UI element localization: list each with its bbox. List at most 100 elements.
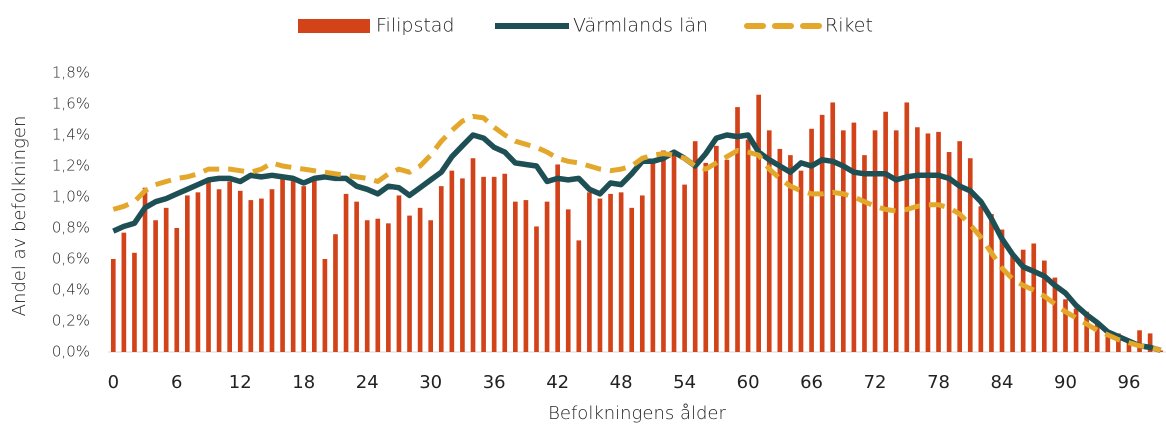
bar — [407, 215, 412, 352]
x-axis-title: Befolkningens ålder — [548, 403, 726, 424]
x-tick-label: 78 — [927, 372, 950, 393]
bar — [301, 186, 307, 352]
bar — [470, 158, 476, 352]
bar — [756, 94, 761, 352]
bar — [523, 200, 529, 352]
x-tick-label: 54 — [673, 372, 696, 393]
bar — [608, 193, 613, 352]
bar — [428, 220, 434, 352]
bar — [269, 189, 275, 352]
legend-swatch — [298, 19, 370, 33]
x-tick-label: 18 — [292, 372, 315, 393]
bar — [798, 170, 804, 352]
bar — [343, 193, 349, 352]
bar — [460, 178, 465, 352]
x-tick-label: 0 — [108, 372, 119, 393]
bar — [735, 107, 740, 352]
bar — [216, 189, 222, 352]
bar — [534, 226, 539, 352]
bar — [661, 150, 666, 352]
bar — [174, 228, 180, 352]
bar — [153, 220, 158, 352]
bar — [1031, 243, 1037, 352]
y-tick-label: 0,2% — [52, 312, 90, 330]
x-tick-label: 84 — [991, 372, 1014, 393]
bar — [354, 201, 359, 352]
bar — [248, 200, 254, 352]
line — [112, 113, 1162, 353]
x-tick-label: 96 — [1118, 372, 1141, 393]
bar — [999, 229, 1005, 352]
bar — [576, 240, 582, 352]
x-tick-label: 60 — [737, 372, 760, 393]
bar — [1147, 333, 1153, 352]
bar — [280, 175, 285, 352]
bar — [925, 133, 931, 352]
bar — [290, 178, 296, 352]
y-tick-label: 1,2% — [52, 157, 90, 175]
bar — [809, 128, 814, 352]
bar — [788, 155, 793, 352]
bar — [957, 141, 963, 352]
x-tick-label: 12 — [229, 372, 252, 393]
bar — [904, 102, 910, 352]
x-tick-label: 90 — [1054, 372, 1077, 393]
y-tick-label: 1,4% — [52, 126, 90, 144]
bar — [682, 184, 687, 352]
bar — [766, 130, 772, 352]
bar — [1084, 311, 1089, 352]
bar — [862, 155, 867, 352]
bar — [110, 259, 116, 352]
x-tick-label: 48 — [610, 372, 633, 393]
bar — [565, 209, 571, 352]
bar — [259, 198, 264, 352]
bar — [724, 159, 730, 352]
y-axis-title: Andel av befolkningen — [9, 116, 30, 317]
bar — [386, 223, 391, 352]
bar — [311, 178, 317, 352]
bar — [703, 162, 709, 352]
bar — [946, 152, 952, 352]
bar — [1052, 277, 1058, 352]
x-tick-label: 6 — [171, 372, 182, 393]
bar — [893, 130, 899, 352]
bar — [629, 207, 635, 352]
legend-label: Riket — [825, 15, 873, 37]
bar — [777, 148, 783, 352]
x-tick-label: 36 — [483, 372, 506, 393]
bar — [714, 145, 719, 352]
bar — [195, 192, 201, 352]
line — [112, 132, 1162, 354]
bar — [819, 114, 825, 352]
bar — [1116, 333, 1121, 352]
bar — [1158, 350, 1164, 352]
bar — [449, 170, 455, 352]
bar — [185, 195, 190, 352]
bar — [587, 192, 592, 352]
bar — [650, 159, 656, 352]
bar — [237, 190, 243, 352]
bar — [227, 181, 232, 352]
bar — [692, 141, 698, 352]
bar — [967, 158, 973, 352]
bar — [1126, 342, 1132, 352]
y-tick-label: 0,4% — [52, 281, 90, 299]
bar — [1094, 322, 1100, 352]
bar — [671, 150, 677, 352]
x-tick-label: 66 — [800, 372, 823, 393]
bar — [1010, 255, 1015, 352]
bar — [1042, 260, 1047, 352]
bar — [1063, 299, 1068, 352]
bar — [745, 139, 751, 352]
y-tick-label: 0,8% — [52, 219, 90, 237]
bar — [597, 198, 603, 352]
bar — [375, 218, 381, 352]
bar — [883, 111, 888, 352]
bar — [1073, 308, 1079, 352]
bar — [163, 207, 169, 352]
bar — [438, 186, 444, 352]
bar — [1020, 249, 1026, 352]
bar — [502, 173, 508, 352]
bar — [364, 220, 370, 352]
